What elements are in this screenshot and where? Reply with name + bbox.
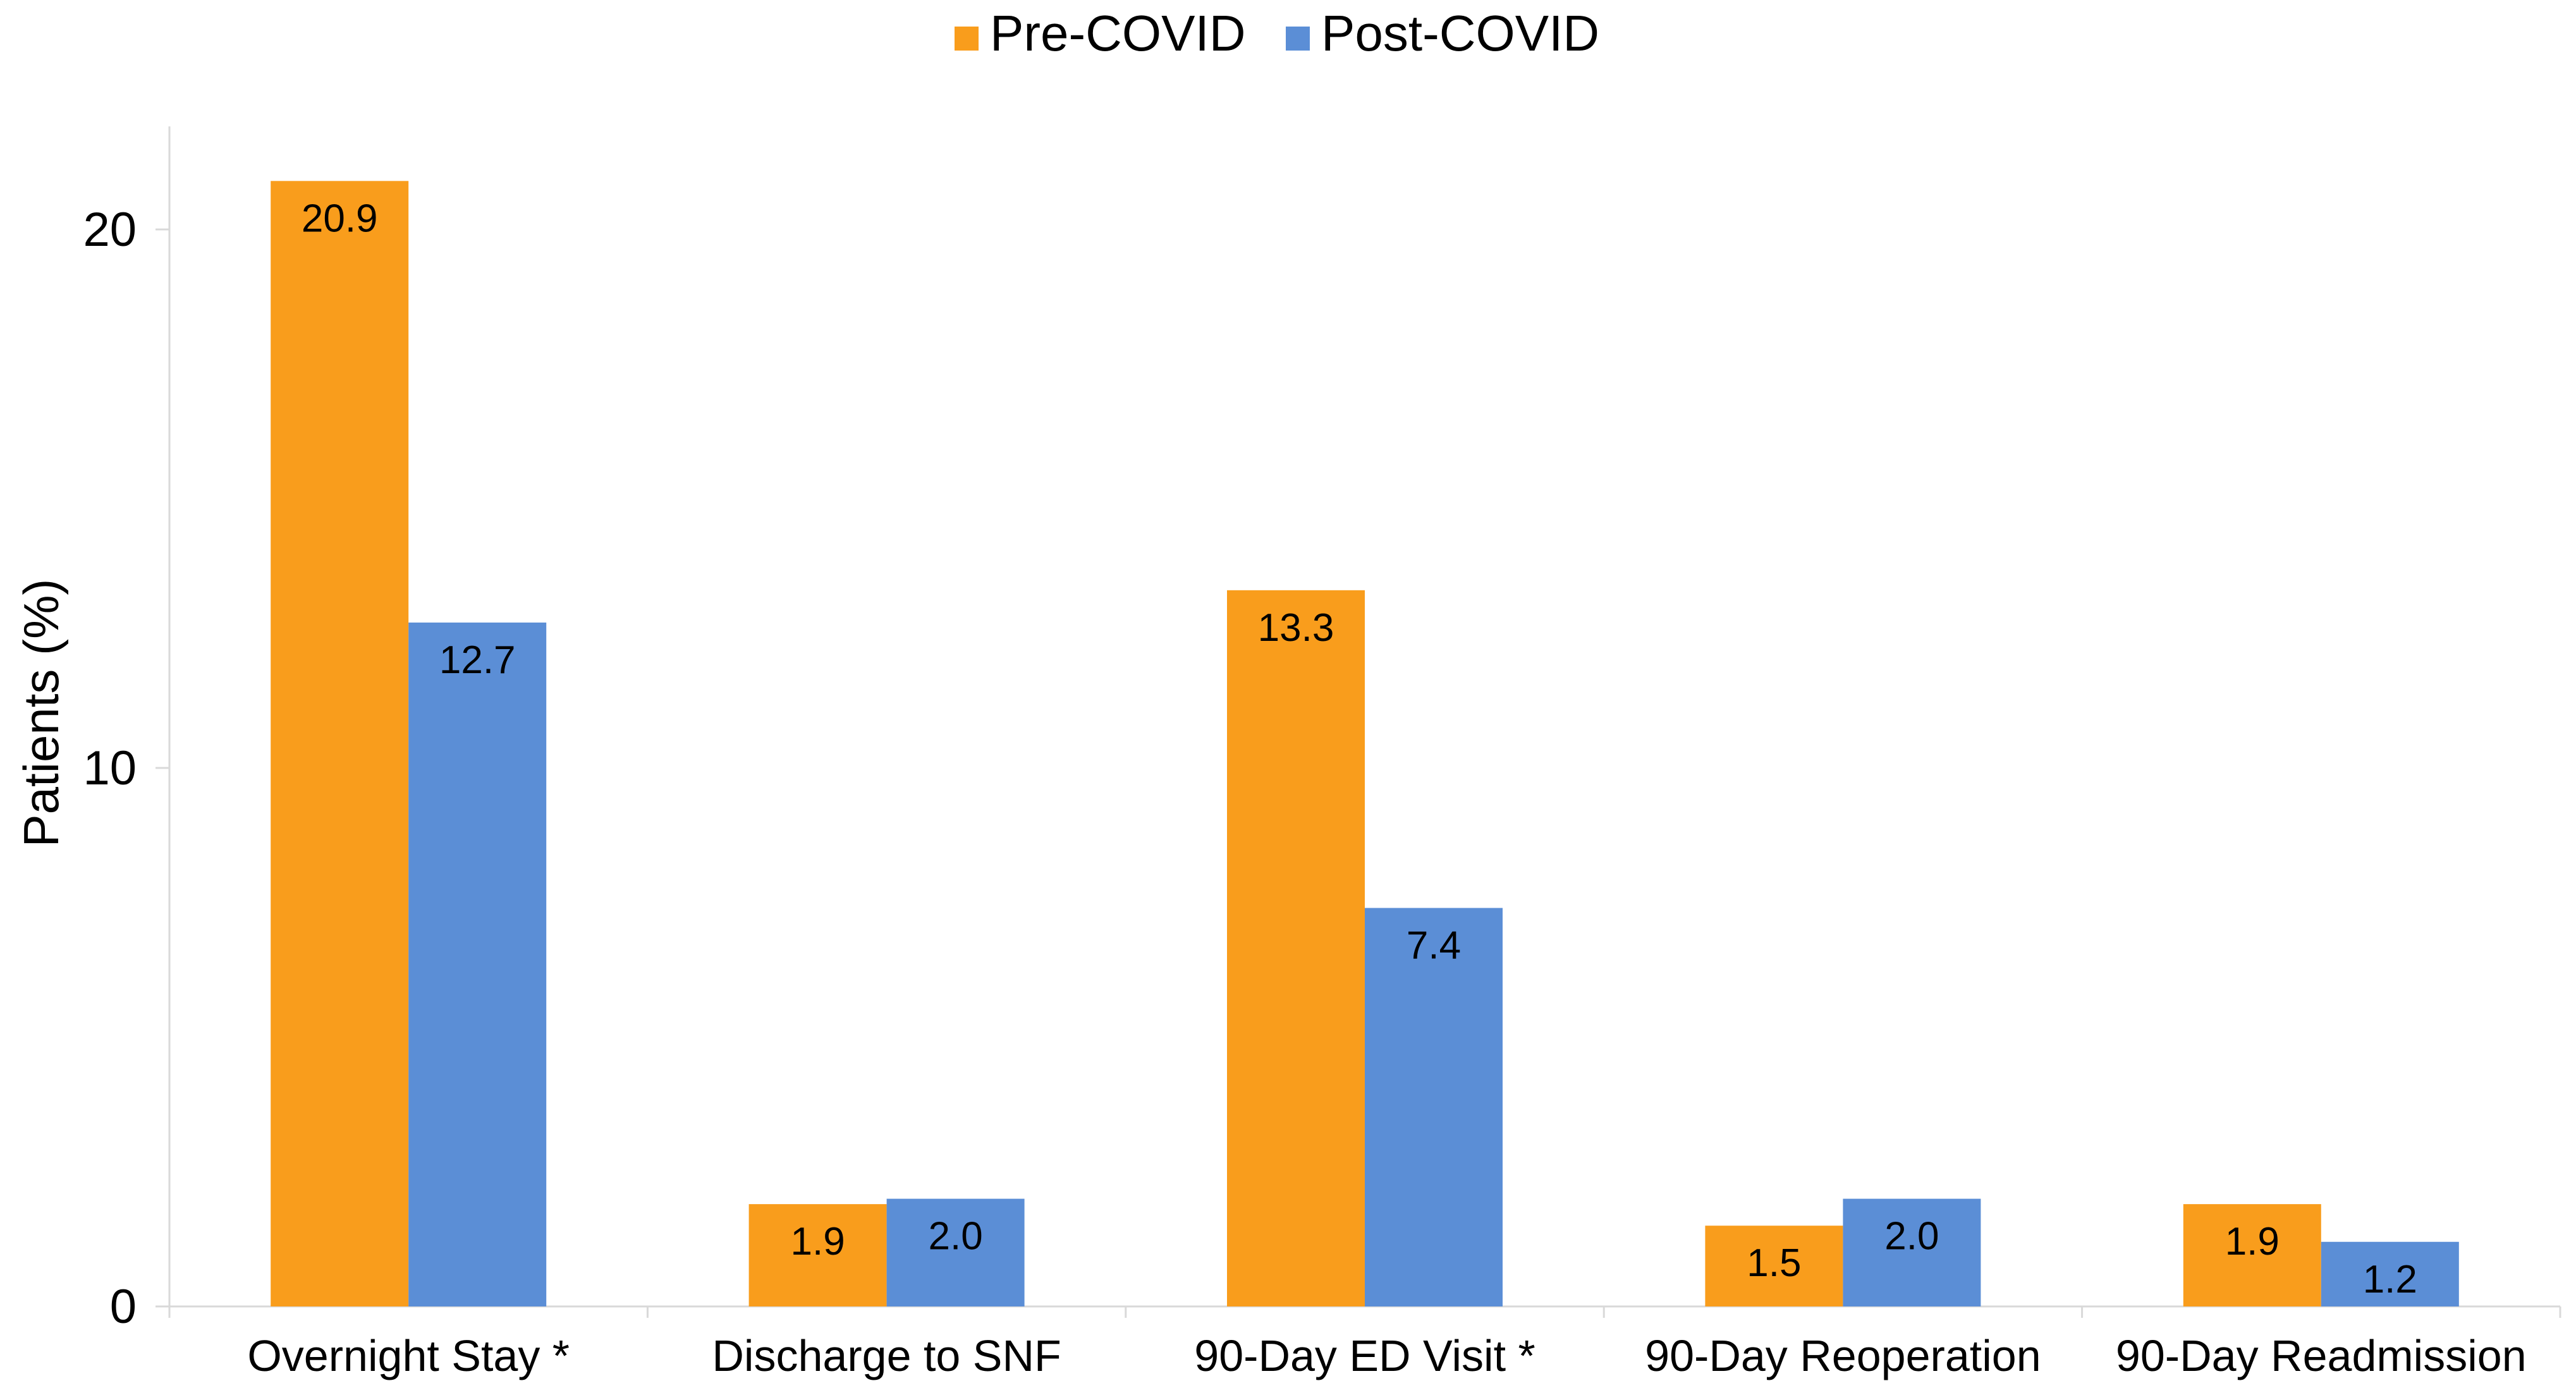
data-label: 1.9 <box>790 1220 845 1263</box>
bar <box>271 181 409 1306</box>
bar <box>1843 1198 1981 1306</box>
bar <box>886 1198 1025 1306</box>
bar <box>408 622 547 1307</box>
x-tick-label: 90-Day Reoperation <box>1645 1331 2041 1380</box>
x-tick-label: 90-Day Readmission <box>2116 1331 2527 1380</box>
legend: Pre-COVID Post-COVID <box>955 5 1599 61</box>
data-label: 20.9 <box>302 197 378 240</box>
bar <box>748 1204 887 1306</box>
legend-label: Post-COVID <box>1321 5 1599 61</box>
bar <box>1365 908 1503 1306</box>
data-label: 1.9 <box>2225 1220 2280 1263</box>
data-label: 2.0 <box>1884 1215 1939 1258</box>
bars <box>271 181 2459 1307</box>
bar <box>2321 1241 2459 1306</box>
y-axis-title: Patients (%) <box>13 579 69 848</box>
data-label: 12.7 <box>439 638 516 682</box>
axes: 0 10 20 Overnight Stay * Discharge to SNF 90-… <box>83 126 2561 1380</box>
x-tick-label: Discharge to SNF <box>712 1331 1061 1380</box>
data-labels: 20.9 1.9 13.3 1.5 1.9 12.7 2.0 7.4 2.0 1.2 <box>302 197 2417 1301</box>
x-tick-label: 90-Day ED Visit * <box>1194 1331 1535 1380</box>
legend-swatch <box>955 27 979 51</box>
data-label: 1.2 <box>2363 1258 2417 1301</box>
y-tick-label: 0 <box>110 1280 137 1334</box>
data-label: 1.5 <box>1747 1241 1801 1285</box>
bar <box>1227 590 1365 1306</box>
y-tick-label: 20 <box>83 203 137 257</box>
bar <box>1705 1226 1843 1306</box>
y-tick-label: 10 <box>83 741 137 795</box>
bar <box>2183 1204 2321 1306</box>
data-label: 2.0 <box>928 1215 982 1258</box>
legend-label: Pre-COVID <box>990 5 1246 61</box>
x-tick-label: Overnight Stay * <box>247 1331 570 1380</box>
data-label: 7.4 <box>1407 924 1461 968</box>
data-label: 13.3 <box>1258 606 1334 650</box>
legend-swatch <box>1286 27 1310 51</box>
